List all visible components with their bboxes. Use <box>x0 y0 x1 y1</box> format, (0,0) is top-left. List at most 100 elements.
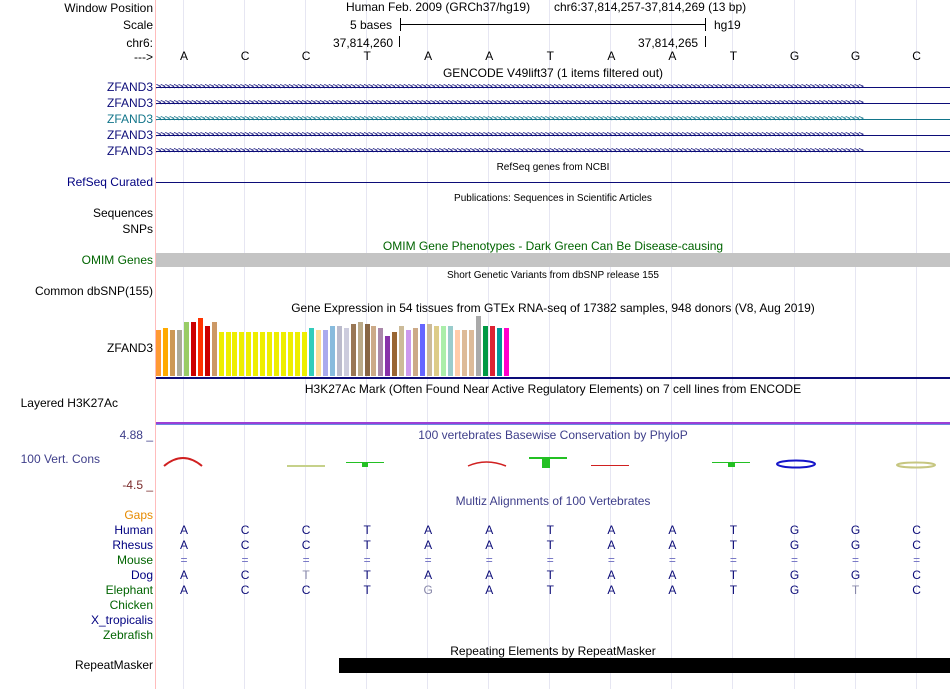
gtex-tissue-bar[interactable] <box>440 326 446 376</box>
gtex-tissue-bar[interactable] <box>225 332 231 376</box>
gtex-tissue-bar[interactable] <box>336 326 342 376</box>
gtex-tissue-bar[interactable] <box>308 328 314 376</box>
h3k27ac-track-label[interactable]: Layered H3K27Ac <box>20 396 118 410</box>
gtex-tissue-bar[interactable] <box>475 316 481 376</box>
gtex-tissue-bar[interactable] <box>169 330 175 376</box>
gencode-track-label[interactable]: ZFAND3 <box>106 128 153 142</box>
alignment-base: A <box>424 568 433 582</box>
dbsnp-track-label[interactable]: Common dbSNP(155) <box>34 284 153 298</box>
sequence-base: A <box>485 49 494 63</box>
gencode-transcript[interactable]: >>>>>>>>>>>>>>>>>>>>>>>>>>>>>>>>>>>>>>>>… <box>156 97 950 109</box>
gtex-tissue-bar[interactable] <box>197 318 203 376</box>
gencode-transcript[interactable]: >>>>>>>>>>>>>>>>>>>>>>>>>>>>>>>>>>>>>>>>… <box>156 129 950 141</box>
gtex-tissue-bar[interactable] <box>378 328 384 376</box>
gtex-tissue-bar[interactable] <box>253 332 259 376</box>
db-label: hg19 <box>714 18 741 32</box>
gtex-tissue-bar[interactable] <box>329 326 335 376</box>
gtex-tissue-bar[interactable] <box>399 326 405 376</box>
snps-track-label[interactable]: SNPs <box>122 222 153 236</box>
gtex-tissue-bar[interactable] <box>496 328 502 376</box>
gtex-tissue-bar[interactable] <box>204 326 210 376</box>
sequence-base: G <box>789 49 800 63</box>
phylop-mark <box>163 457 203 467</box>
gtex-tissue-bar[interactable] <box>288 332 294 376</box>
gtex-tissue-bar[interactable] <box>385 336 391 376</box>
gtex-track-label[interactable]: ZFAND3 <box>106 341 153 355</box>
gtex-tissue-bar[interactable] <box>239 332 245 376</box>
gtex-tissue-bar[interactable] <box>364 324 370 376</box>
gtex-tissue-bar[interactable] <box>427 324 433 376</box>
gencode-transcript-line <box>156 135 950 136</box>
gtex-tissue-bar[interactable] <box>183 322 189 376</box>
gencode-transcript[interactable]: >>>>>>>>>>>>>>>>>>>>>>>>>>>>>>>>>>>>>>>>… <box>156 113 950 125</box>
gtex-tissue-bar[interactable] <box>503 328 509 376</box>
repeatmasker-track-label[interactable]: RepeatMasker <box>74 658 153 672</box>
gtex-tissue-bar[interactable] <box>322 330 328 376</box>
gtex-tissue-bar[interactable] <box>489 326 495 376</box>
gtex-tissue-bar[interactable] <box>454 330 460 376</box>
refseq-track-label[interactable]: RefSeq Curated <box>66 175 153 189</box>
gencode-track-label[interactable]: ZFAND3 <box>106 80 153 94</box>
phylop-max-label: 4.88 _ <box>119 428 153 442</box>
gencode-track-label[interactable]: ZFAND3 <box>106 144 153 158</box>
gtex-tissue-bar[interactable] <box>190 322 196 376</box>
gtex-tissue-bar[interactable] <box>211 322 217 376</box>
gencode-track-label[interactable]: ZFAND3 <box>106 96 153 110</box>
gtex-tissue-bar[interactable] <box>343 328 349 376</box>
gtex-tissue-bar[interactable] <box>176 330 182 376</box>
gtex-bar-chart[interactable] <box>156 316 536 376</box>
gencode-transcript[interactable]: >>>>>>>>>>>>>>>>>>>>>>>>>>>>>>>>>>>>>>>>… <box>156 81 950 93</box>
omim-gene-bar[interactable] <box>156 253 950 267</box>
coord-right: 37,814,265 <box>638 36 699 50</box>
refseq-gene-line[interactable] <box>156 182 950 183</box>
gencode-track-label[interactable]: ZFAND3 <box>106 112 153 126</box>
alignment-base: A <box>179 538 188 552</box>
sequence-base: A <box>607 49 616 63</box>
gtex-tissue-bar[interactable] <box>350 324 356 376</box>
alignment-base: = <box>546 553 554 567</box>
gtex-tissue-bar[interactable] <box>413 328 419 376</box>
gencode-transcript[interactable]: >>>>>>>>>>>>>>>>>>>>>>>>>>>>>>>>>>>>>>>>… <box>156 145 950 157</box>
multiz-species-label: Chicken <box>109 598 153 612</box>
phylop-track-label[interactable]: 100 Vert. Cons <box>20 452 100 466</box>
gtex-tissue-bar[interactable] <box>301 332 307 376</box>
alignment-base: = <box>485 553 493 567</box>
multiz-species-label: Human <box>114 523 153 537</box>
gtex-tissue-bar[interactable] <box>420 324 426 376</box>
gtex-tissue-bar[interactable] <box>281 332 287 376</box>
base-grid-line <box>671 0 673 689</box>
phylop-logo[interactable] <box>156 450 950 480</box>
gtex-tissue-bar[interactable] <box>468 330 474 376</box>
gtex-tissue-bar[interactable] <box>156 330 161 376</box>
gtex-tissue-bar[interactable] <box>447 326 453 376</box>
omim-track-label[interactable]: OMIM Genes <box>81 253 153 267</box>
gtex-tissue-bar[interactable] <box>218 332 224 376</box>
alignment-base: = <box>180 553 188 567</box>
gtex-tissue-bar[interactable] <box>260 332 266 376</box>
alignment-base: C <box>912 568 921 582</box>
publications-track-label[interactable]: Sequences <box>92 206 153 220</box>
gtex-tissue-bar[interactable] <box>246 332 252 376</box>
browser-track-image[interactable]: Human Feb. 2009 (GRCh37/hg19) chr6:37,81… <box>156 0 950 689</box>
gtex-tissue-bar[interactable] <box>274 332 280 376</box>
gtex-tissue-bar[interactable] <box>162 328 168 376</box>
alignment-base: T <box>546 583 554 597</box>
sequence-base: C <box>912 49 921 63</box>
alignment-base: C <box>912 583 921 597</box>
base-grid-line <box>793 0 795 689</box>
gtex-tissue-bar[interactable] <box>461 330 467 376</box>
gtex-tissue-bar[interactable] <box>315 330 321 376</box>
gtex-tissue-bar[interactable] <box>357 322 363 376</box>
repeatmasker-element[interactable] <box>339 658 950 673</box>
gtex-tissue-bar[interactable] <box>406 330 412 376</box>
gtex-tissue-bar[interactable] <box>267 332 273 376</box>
gtex-tissue-bar[interactable] <box>482 326 488 376</box>
gtex-tissue-bar[interactable] <box>295 332 300 376</box>
gtex-tissue-bar[interactable] <box>392 332 398 376</box>
gtex-tissue-bar[interactable] <box>232 332 238 376</box>
phylop-mark <box>542 457 550 468</box>
gtex-tissue-bar[interactable] <box>371 326 377 376</box>
alignment-base: A <box>485 523 494 537</box>
gtex-tissue-bar[interactable] <box>434 326 439 376</box>
phylop-min-label: -4.5 _ <box>122 478 153 492</box>
